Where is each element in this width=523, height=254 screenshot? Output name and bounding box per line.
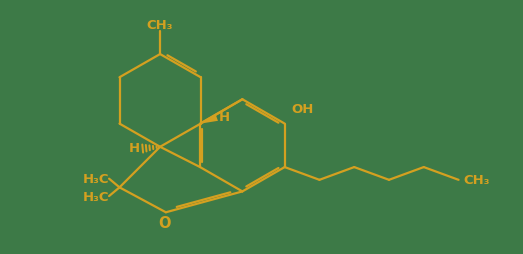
Text: OH: OH	[292, 103, 314, 116]
Text: H: H	[129, 142, 140, 155]
Text: H₃C: H₃C	[83, 172, 109, 185]
Text: O: O	[158, 215, 171, 230]
Polygon shape	[201, 115, 218, 124]
Text: CH₃: CH₃	[463, 174, 490, 187]
Text: CH₃: CH₃	[147, 19, 173, 32]
Text: H: H	[219, 110, 230, 123]
Text: H₃C: H₃C	[83, 190, 109, 203]
